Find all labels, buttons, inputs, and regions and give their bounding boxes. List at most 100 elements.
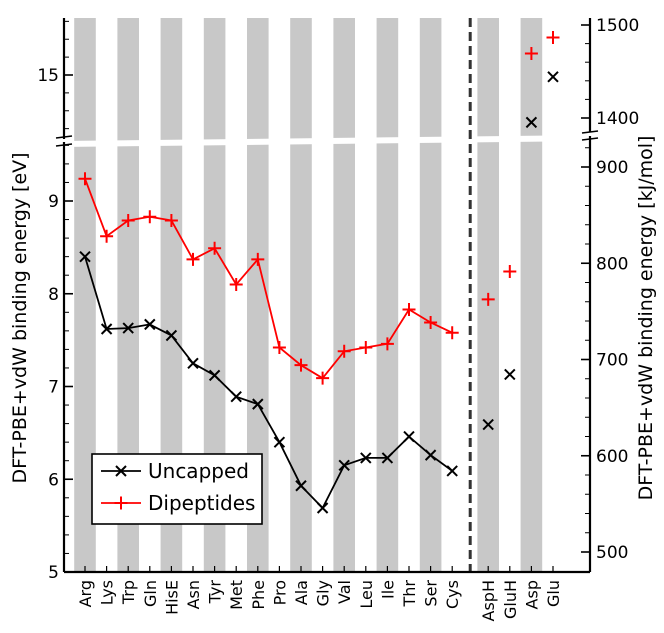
point-uncapped-tyr <box>208 369 221 382</box>
right-tick-label-700: 700 <box>596 351 628 371</box>
point-uncapped-gln <box>144 318 156 331</box>
break-mark-right-2 <box>581 137 599 141</box>
right-tick-label-500: 500 <box>596 543 628 563</box>
x-tick-label-asn: Asn <box>184 580 203 609</box>
point-uncapped-trp <box>122 322 134 334</box>
x-tick-label-arg: Arg <box>76 580 95 607</box>
left-tick-label-6: 6 <box>48 470 59 490</box>
x-tick-label-thr: Thr <box>400 580 419 608</box>
point-dipeptides-asp <box>524 47 538 61</box>
x-tick-label-pro: Pro <box>270 580 289 605</box>
legend: Uncapped Dipeptides <box>91 453 263 525</box>
break-mark-right-1 <box>581 130 599 134</box>
point-dipeptides-hise <box>164 213 178 227</box>
x-tick-label-gly: Gly <box>314 580 333 606</box>
point-dipeptides-thr <box>402 303 416 317</box>
point-uncapped-hise <box>165 329 178 342</box>
point-dipeptides-met <box>229 277 243 291</box>
legend-marker-uncapped <box>115 465 127 477</box>
point-uncapped-pro <box>273 436 286 448</box>
stripe-ile <box>376 18 399 572</box>
x-tick-label-gln: Gln <box>141 580 160 607</box>
point-dipeptides-leu <box>359 341 373 355</box>
point-uncapped-leu <box>360 452 372 464</box>
series-uncapped <box>79 71 559 514</box>
left-tick-label-9: 9 <box>48 192 59 212</box>
left-tick-label-5: 5 <box>48 563 59 583</box>
point-dipeptides-trp <box>121 213 135 227</box>
point-uncapped-phe <box>252 398 264 410</box>
break-mark-left-1 <box>55 135 73 139</box>
stripe-trp <box>117 18 139 572</box>
point-dipeptides-gln <box>143 210 157 224</box>
x-tick-label-glu: Glu <box>544 580 563 607</box>
point-dipeptides-ala <box>294 358 308 372</box>
x-tick-label-met: Met <box>227 580 246 610</box>
point-uncapped-thr <box>403 430 415 443</box>
point-dipeptides-gly <box>316 371 330 385</box>
right-tick-label-800: 800 <box>596 254 628 274</box>
category-stripes <box>74 18 543 572</box>
x-tick-label-ile: Ile <box>378 580 397 599</box>
right-tick-label-1500: 1500 <box>596 16 639 36</box>
point-uncapped-asph <box>482 418 494 431</box>
right-tick-label-900: 900 <box>596 158 628 178</box>
axis-break-band <box>60 135 596 147</box>
point-dipeptides-ser <box>424 316 438 330</box>
legend-label-dipeptides: Dipeptides <box>148 491 255 515</box>
left-axis-label: DFT-PBE+vdW binding energy [eV] <box>9 152 31 483</box>
point-dipeptides-pro <box>272 341 286 355</box>
x-tick-label-ala: Ala <box>292 580 311 605</box>
right-y-ticks: 500 600 700 800 900 1400 1500 <box>581 16 639 563</box>
point-dipeptides-cys <box>445 326 459 340</box>
point-uncapped-ser <box>424 449 437 461</box>
left-tick-label-7: 7 <box>48 378 59 398</box>
axes <box>55 18 599 574</box>
stripe-arg <box>74 18 96 572</box>
point-uncapped-gluh <box>504 368 516 381</box>
point-dipeptides-ile <box>380 337 394 351</box>
point-uncapped-ile <box>381 452 394 464</box>
point-dipeptides-asn <box>186 252 200 266</box>
x-tick-labels: Arg Lys Trp Gln HisE Asn Tyr Met Phe Pro Ala Gly Val… <box>76 566 563 621</box>
x-tick-label-ser: Ser <box>422 580 441 607</box>
x-tick-label-hise: HisE <box>162 580 181 615</box>
point-dipeptides-glu <box>546 30 560 44</box>
x-tick-label-tyr: Tyr <box>206 580 225 605</box>
point-dipeptides-arg <box>78 172 92 186</box>
axis-break-gaps <box>60 135 596 147</box>
stripe-tyr <box>203 18 226 572</box>
series-layer <box>78 30 560 514</box>
point-uncapped-glu <box>547 71 559 83</box>
point-uncapped-asn <box>187 357 199 370</box>
point-dipeptides-gluh <box>503 264 517 278</box>
point-uncapped-met <box>230 390 242 403</box>
left-tick-label-15: 15 <box>37 66 59 86</box>
x-tick-label-trp: Trp <box>119 580 138 605</box>
x-tick-label-lys: Lys <box>98 580 117 605</box>
point-dipeptides-tyr <box>208 241 222 255</box>
x-tick-label-leu: Leu <box>357 580 376 609</box>
point-dipeptides-asph <box>481 292 495 306</box>
point-dipeptides-lys <box>100 229 114 243</box>
point-uncapped-val <box>338 459 350 472</box>
legend-marker-dipeptides <box>114 496 128 510</box>
point-uncapped-cys <box>446 465 458 477</box>
left-tick-label-8: 8 <box>48 285 59 305</box>
point-dipeptides-phe <box>251 252 265 266</box>
x-tick-label-val: Val <box>335 580 354 604</box>
x-tick-label-phe: Phe <box>249 580 268 610</box>
point-uncapped-arg <box>79 250 91 263</box>
point-dipeptides-val <box>337 344 351 358</box>
right-tick-label-1400: 1400 <box>596 109 639 129</box>
left-y-ticks: 5 6 7 8 9 15 <box>37 20 73 583</box>
point-uncapped-ala <box>295 480 307 492</box>
stripe-val <box>333 18 355 572</box>
legend-label-uncapped: Uncapped <box>148 459 249 483</box>
series-dipeptides <box>78 30 560 385</box>
legend-box <box>91 453 263 525</box>
right-tick-label-600: 600 <box>596 447 628 467</box>
x-tick-label-cys: Cys <box>443 580 462 609</box>
point-uncapped-asp <box>525 116 538 129</box>
